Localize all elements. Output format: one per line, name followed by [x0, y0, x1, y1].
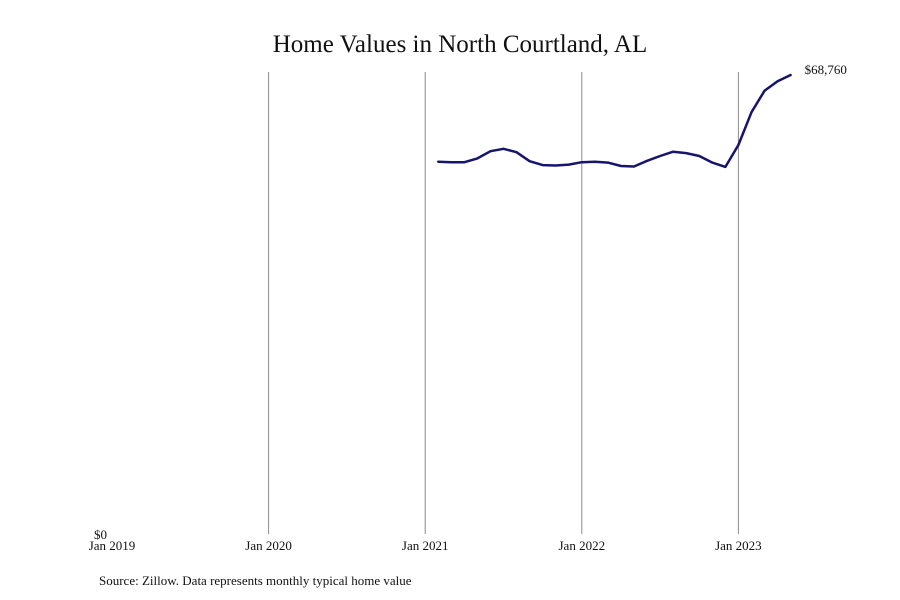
x-tick-label-jan-2020: Jan 2020 [245, 538, 292, 553]
x-tick-label-jan-2023: Jan 2023 [715, 538, 762, 553]
end-value-label: $68,760 [805, 62, 847, 77]
source-note: Source: Zillow. Data represents monthly … [99, 573, 412, 588]
chart-title: Home Values in North Courtland, AL [273, 31, 648, 58]
x-axis-ticks: Jan 2019 Jan 2020 Jan 2021 Jan 2022 Jan 2023 [89, 538, 762, 553]
series-line-home-value [437, 73, 792, 169]
x-tick-label-jan-2019: Jan 2019 [89, 538, 136, 553]
y-tick-label-zero: $0 [94, 527, 107, 542]
x-tick-label-jan-2022: Jan 2022 [559, 538, 606, 553]
gridlines [268, 72, 739, 534]
x-tick-label-jan-2021: Jan 2021 [402, 538, 449, 553]
